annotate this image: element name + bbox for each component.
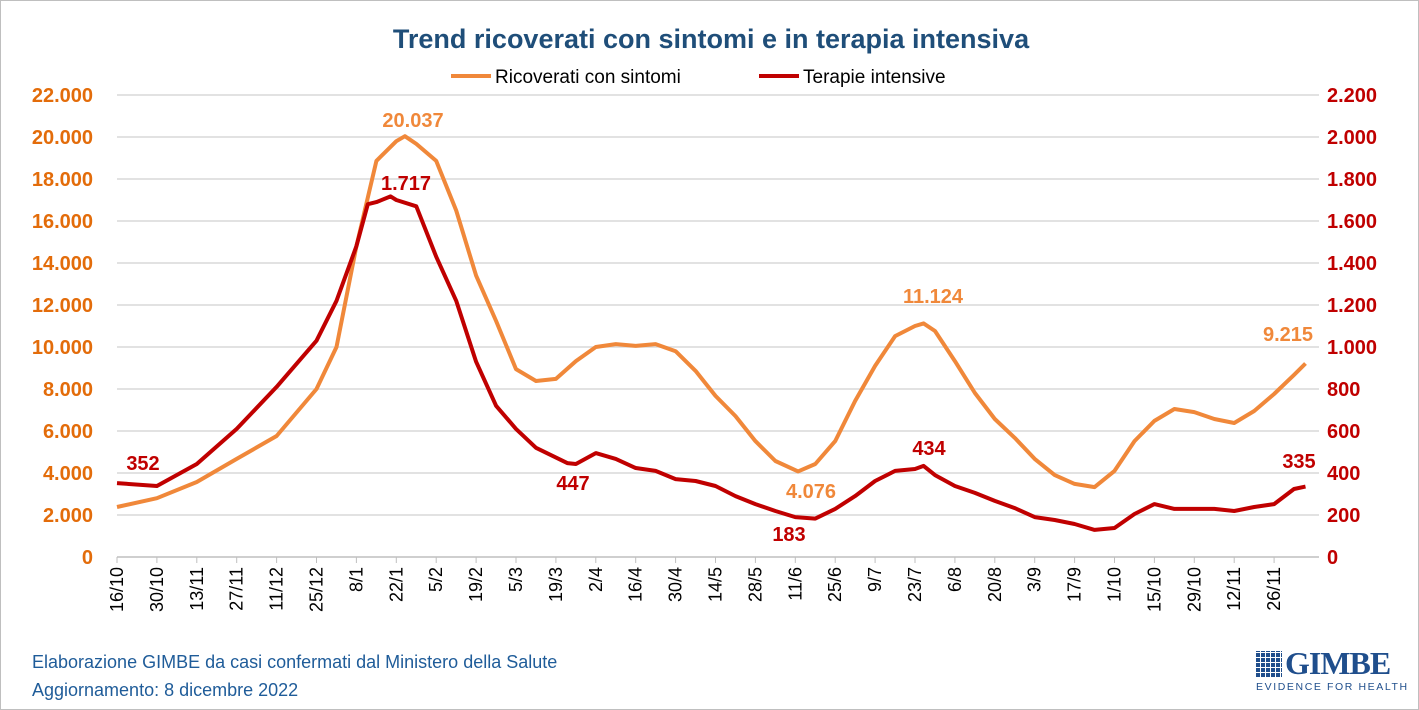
x-tick-label: 5/2 [426,567,446,592]
y-right-tick-label: 200 [1327,505,1360,527]
y-right-tick-label: 1.600 [1327,211,1377,233]
y-left-tick-label: 8.000 [43,379,93,401]
legend-label-ricoverati: Ricoverati con sintomi [495,67,681,88]
x-tick-label: 14/5 [706,567,726,602]
y-left-tick-label: 12.000 [32,295,93,317]
x-tick-label: 6/8 [945,567,965,592]
y-right-tick-label: 400 [1327,463,1360,485]
y-right-tick-label: 600 [1327,421,1360,443]
annotation-label: 20.037 [382,110,443,132]
x-tick-label: 25/6 [825,567,845,602]
x-tick-label: 16/10 [107,567,127,612]
x-tick-label: 11/12 [267,567,287,611]
x-tick-label: 9/7 [865,567,885,592]
y-right-tick-label: 1.400 [1327,253,1377,275]
y-right-tick-label: 2.000 [1327,127,1377,149]
y-left-tick-label: 20.000 [32,127,93,149]
annotation-label: 183 [772,524,805,546]
logo-wordmark: GIMBE [1285,645,1391,681]
chart-title: Trend ricoverati con sintomi e in terapi… [393,24,1030,54]
annotations: 20.037 4.076 11.124 9.215 352 1.717 447 … [126,110,1315,546]
x-tick-label: 12/11 [1224,567,1244,611]
x-tick-label: 17/9 [1065,567,1085,602]
x-tick-label: 19/3 [546,567,566,602]
y-left-tick-label: 6.000 [43,421,93,443]
footer-source: Elaborazione GIMBE da casi confermati da… [32,652,558,672]
x-tick-label: 19/2 [466,567,486,602]
series-line-terapie [116,194,1306,532]
y-left-tick-label: 22.000 [32,85,93,107]
y-right-tick-label: 800 [1327,379,1360,401]
x-tick-label: 30/4 [666,567,686,602]
y-right-tick-label: 1.200 [1327,295,1377,317]
annotation-label: 9.215 [1263,324,1313,346]
annotation-label: 352 [126,453,159,475]
series-line-ricoverati [116,134,1307,509]
x-tick-label: 25/12 [307,567,327,612]
annotation-label: 335 [1282,451,1315,473]
x-tick-label: 22/1 [386,567,406,602]
y-left-tick-label: 14.000 [32,253,93,275]
x-tick-label: 29/10 [1184,567,1204,612]
y-right-tick-label: 2.200 [1327,85,1377,107]
x-tick-label: 26/11 [1264,567,1284,611]
x-tick-label: 3/9 [1025,567,1045,592]
y-left-tick-label: 2.000 [43,505,93,527]
logo-tagline: EVIDENCE FOR HEALTH [1256,681,1409,693]
y-right-tick-label: 0 [1327,547,1338,569]
y-left-tick-label: 18.000 [32,169,93,191]
y-left-tick-label: 4.000 [43,463,93,485]
annotation-label: 4.076 [786,481,836,503]
x-tick-label: 5/3 [506,567,526,592]
x-tick-label: 8/1 [346,567,366,592]
annotation-label: 1.717 [381,173,431,195]
x-tick-label: 23/7 [905,567,925,602]
x-tick-label: 1/10 [1105,567,1125,602]
legend: Ricoverati con sintomi Terapie intensive [451,67,946,88]
x-tick-label: 15/10 [1144,567,1164,612]
x-tick-label: 13/11 [187,567,207,611]
x-tick-label: 27/11 [227,567,247,611]
annotation-label: 434 [912,438,946,460]
y-left-tick-label: 16.000 [32,211,93,233]
annotation-label: 11.124 [903,286,964,308]
x-tick-label: 11/6 [785,567,805,601]
y-right-tick-label: 1.000 [1327,337,1377,359]
x-tick-label: 28/5 [745,567,765,602]
y-right-tick-label: 1.800 [1327,169,1377,191]
x-tick-label: 2/4 [586,567,606,592]
annotation-label: 447 [556,473,589,495]
x-tick-label: 30/10 [147,567,167,612]
x-tick-label: 16/4 [626,567,646,602]
y-left-tick-label: 0 [82,547,93,569]
y-left-tick-label: 10.000 [32,337,93,359]
x-tick-label: 20/8 [985,567,1005,602]
footer-updated: Aggiornamento: 8 dicembre 2022 [32,680,299,700]
legend-label-terapie: Terapie intensive [803,67,946,88]
